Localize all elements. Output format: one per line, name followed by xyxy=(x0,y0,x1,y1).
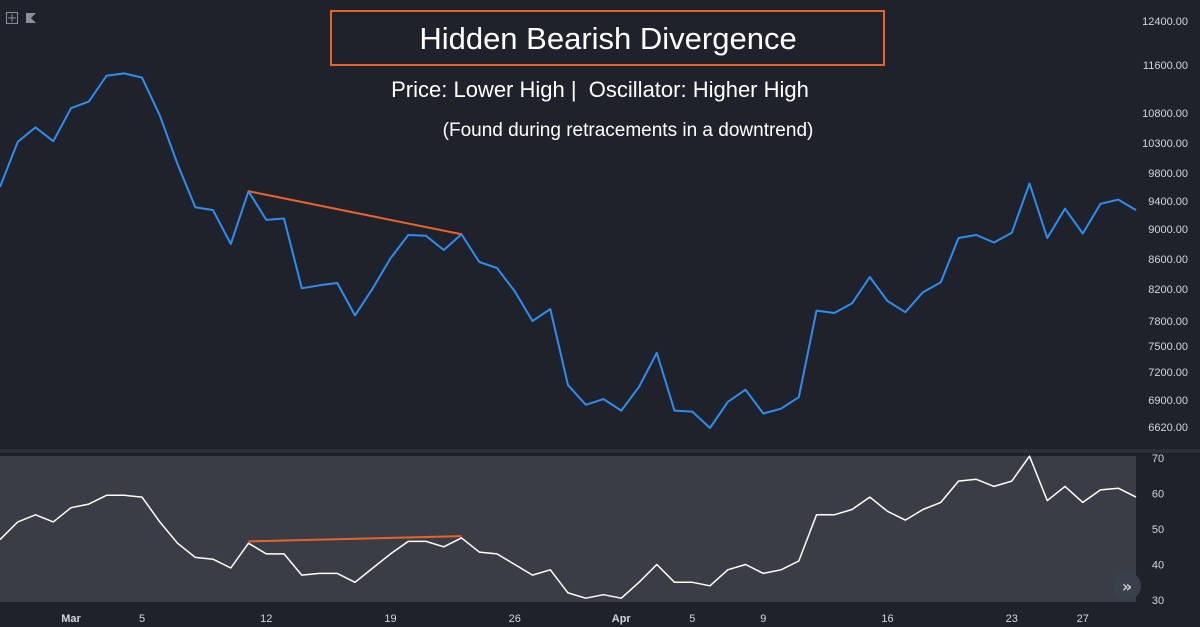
price-tick-label: 10300.00 xyxy=(1142,138,1188,150)
x-tick-label: 9 xyxy=(760,613,766,625)
x-tick-label: 12 xyxy=(260,613,272,625)
price-y-axis: 12400.00 11600.00 10800.00 10300.00 9800.00 9… xyxy=(1142,16,1188,434)
x-tick-label: 23 xyxy=(1006,613,1018,625)
oscillator-pane xyxy=(0,455,1137,602)
x-tick-label: Mar xyxy=(61,613,81,625)
x-tick-label: 19 xyxy=(384,613,396,625)
oscillator-tick-label: 70 xyxy=(1152,453,1164,465)
price-tick-label: 9000.00 xyxy=(1148,224,1188,236)
oscillator-divergence xyxy=(248,535,462,543)
crosshair-square-icon[interactable] xyxy=(6,12,18,24)
x-tick-label: Apr xyxy=(612,613,632,625)
oscillator-divergence-line xyxy=(248,535,462,543)
price-divergence-line xyxy=(248,190,462,236)
price-tick-label: 12400.00 xyxy=(1142,16,1188,28)
price-series xyxy=(0,72,1137,429)
oscillator-tick-label: 40 xyxy=(1152,560,1164,572)
oscillator-plot-area xyxy=(0,456,1136,602)
title-box xyxy=(330,10,885,66)
price-plot-area xyxy=(0,0,1136,448)
x-tick-label: 27 xyxy=(1077,613,1089,625)
price-tick-label: 7500.00 xyxy=(1148,341,1188,353)
price-divergence xyxy=(248,190,462,236)
price-tick-label: 7200.00 xyxy=(1148,367,1188,379)
oscillator-series xyxy=(0,455,1137,599)
oscillator-line xyxy=(0,455,1137,599)
oscillator-tick-label: 30 xyxy=(1152,595,1164,607)
chart-note: (Found during retracements in a downtren… xyxy=(443,120,814,141)
price-tick-label: 8600.00 xyxy=(1148,254,1188,266)
price-line xyxy=(0,72,1137,429)
price-tick-label: 6900.00 xyxy=(1148,395,1188,407)
price-pane xyxy=(0,0,1137,448)
price-tick-label: 9800.00 xyxy=(1148,168,1188,180)
x-tick-label: 16 xyxy=(881,613,893,625)
double-chevron-right-icon[interactable]: » xyxy=(1113,572,1141,600)
oscillator-tick-label: 60 xyxy=(1152,489,1164,501)
price-tick-label: 7800.00 xyxy=(1148,316,1188,328)
chart-title: Hidden Bearish Divergence xyxy=(419,21,796,56)
x-tick-label: 5 xyxy=(689,613,695,625)
flag-icon[interactable] xyxy=(25,12,37,24)
price-tick-label: 8200.00 xyxy=(1148,284,1188,296)
oscillator-tick-label: 50 xyxy=(1152,524,1164,536)
x-axis: Mar 5 12 19 26 Apr 5 9 16 23 27 xyxy=(61,613,1089,625)
price-tick-label: 9400.00 xyxy=(1148,196,1188,208)
x-tick-label: 26 xyxy=(509,613,521,625)
x-tick-label: 5 xyxy=(139,613,145,625)
oscillator-y-axis: 70 60 50 40 30 xyxy=(1152,453,1164,607)
price-tick-label: 11600.00 xyxy=(1143,60,1188,72)
price-tick-label: 10800.00 xyxy=(1142,108,1188,120)
chart-subtitle: Price: Lower High | Oscillator: Higher H… xyxy=(391,77,809,102)
price-tick-label: 6620.00 xyxy=(1148,422,1188,434)
